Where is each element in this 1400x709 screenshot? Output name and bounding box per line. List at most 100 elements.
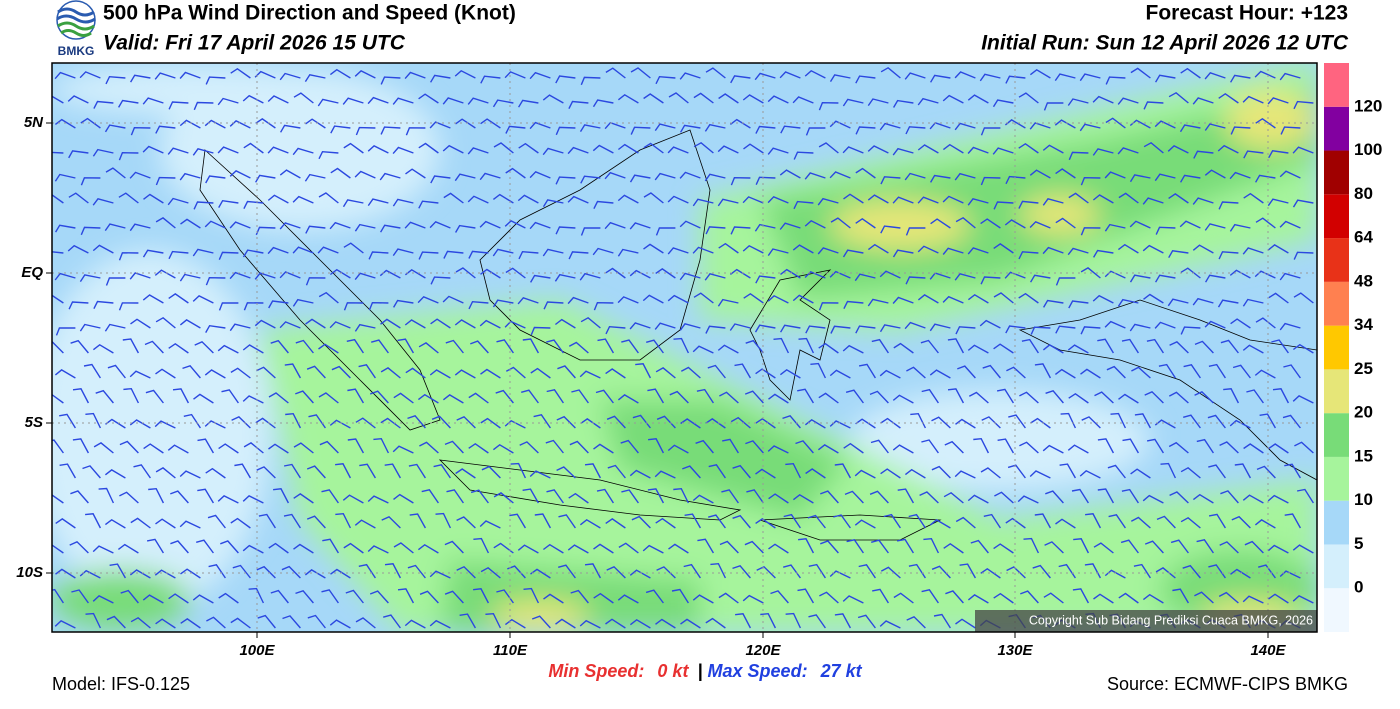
wind-barb [306, 365, 326, 379]
wind-barb [805, 127, 826, 136]
wind-barb [1282, 414, 1301, 429]
wind-barb [742, 94, 764, 104]
wind-barb [880, 225, 901, 234]
wind-barb [1254, 70, 1276, 79]
wind-barb [1204, 320, 1226, 329]
wind-barb [1055, 217, 1076, 229]
wind-barb [543, 593, 564, 604]
wind-barb [283, 463, 301, 479]
wind-barb [443, 192, 464, 204]
wind-barb [230, 517, 251, 529]
wind-barb [148, 487, 165, 504]
wind-barb [673, 487, 690, 504]
wind-barb [567, 544, 589, 554]
wind-barb [430, 276, 451, 285]
wind-barb [959, 563, 977, 579]
wind-barb [404, 221, 426, 229]
wind-barb [1106, 365, 1126, 379]
wind-barb [855, 325, 876, 334]
wind-barb [1208, 464, 1226, 479]
wind-barb [993, 292, 1014, 304]
wind-barb [555, 176, 576, 185]
wind-barb [106, 615, 126, 629]
wind-barb [257, 614, 276, 629]
wind-barb [920, 339, 939, 354]
wind-barb [67, 95, 89, 104]
wind-barb [1208, 363, 1226, 379]
wind-barb [1117, 97, 1139, 105]
wind-barb [142, 294, 164, 304]
wind-barb [629, 322, 651, 330]
wind-barb [755, 468, 776, 479]
wind-barb [829, 74, 851, 82]
wind-barb [67, 244, 89, 254]
wind-barb [546, 489, 564, 504]
wind-barb [529, 170, 551, 179]
wind-barb [1246, 389, 1264, 404]
wind-barb [967, 344, 989, 354]
wind-barb [435, 512, 452, 529]
wind-barb [1155, 567, 1176, 579]
wind-barb [142, 97, 164, 105]
wind-barb [304, 569, 326, 579]
wind-barb [1179, 124, 1201, 133]
wind-barb [679, 322, 701, 331]
wind-barb [329, 419, 351, 429]
wind-barb [782, 414, 801, 429]
wind-barb [197, 438, 215, 454]
wind-barb [143, 443, 164, 454]
wind-barb [79, 71, 101, 79]
wind-barb [893, 342, 914, 354]
wind-barb [193, 201, 214, 210]
wind-barb [317, 98, 339, 107]
wind-barb [342, 97, 364, 105]
wind-barb [380, 417, 401, 429]
wind-barb [405, 127, 426, 136]
wind-barb [517, 544, 539, 554]
wind-barb [618, 542, 639, 554]
wind-barb [1104, 320, 1126, 329]
wind-barb [993, 201, 1014, 210]
wind-barb [930, 218, 951, 229]
wind-barb [955, 516, 976, 529]
wind-barb [742, 594, 764, 604]
wind-barb [346, 338, 364, 354]
wind-barb [646, 339, 664, 354]
wind-barb [1006, 366, 1026, 379]
colorbar-box [1324, 413, 1349, 457]
wind-barb [273, 488, 290, 504]
wind-barb [1268, 443, 1289, 454]
wind-barb [392, 97, 414, 105]
wind-barb [1018, 142, 1039, 154]
wind-barb [819, 591, 839, 604]
wind-barb [130, 126, 151, 136]
wind-barb [947, 338, 965, 354]
wind-barb [308, 414, 326, 429]
wind-barb [347, 438, 365, 454]
wind-barb [892, 394, 914, 404]
wind-barb [1172, 588, 1190, 604]
wind-barb [442, 394, 464, 404]
wind-barb [52, 95, 64, 104]
wind-barb [1229, 269, 1251, 279]
wind-barb [654, 172, 676, 181]
wind-barb [558, 564, 576, 579]
wind-barb [1229, 171, 1251, 180]
wind-barb [495, 389, 514, 404]
wind-barb [1004, 219, 1026, 229]
wind-barb [347, 388, 365, 404]
wind-barb [92, 197, 114, 206]
wind-barb [505, 125, 526, 134]
wind-barb [242, 544, 264, 554]
wind-barb [917, 294, 939, 304]
wind-barb [52, 251, 64, 254]
wind-barb [71, 589, 89, 604]
wind-barb [52, 294, 64, 304]
wind-barb [683, 563, 701, 579]
wind-barb [654, 123, 676, 132]
wind-barb [973, 437, 990, 454]
colorbar-box [1324, 238, 1349, 282]
wind-barb [1092, 294, 1114, 304]
wind-barb [1117, 147, 1139, 155]
wind-barb [817, 197, 839, 206]
